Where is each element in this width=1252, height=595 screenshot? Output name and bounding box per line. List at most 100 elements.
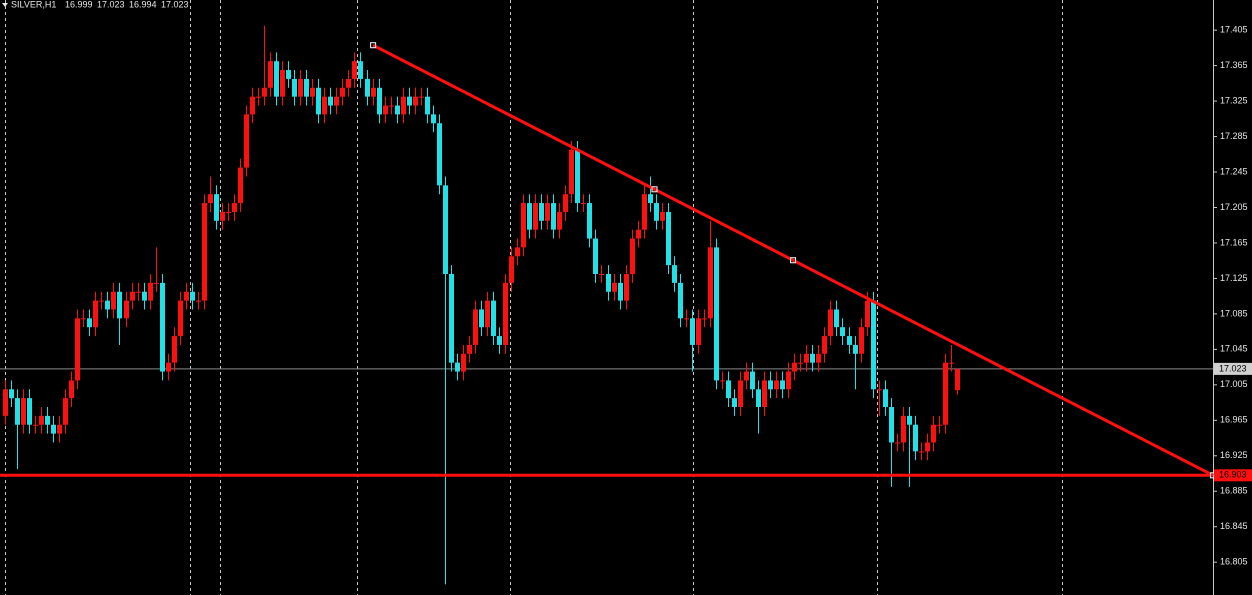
candle-body <box>45 415 50 425</box>
candle-body <box>431 114 436 124</box>
candle-body <box>286 70 291 79</box>
candle-body <box>949 362 954 364</box>
candle-body <box>943 362 948 425</box>
candle-body <box>395 105 400 115</box>
candle-body <box>63 398 68 425</box>
candle-body <box>75 318 80 381</box>
y-tick-label: 16.925 <box>1220 450 1248 460</box>
header-open: 16.999 <box>65 0 93 9</box>
header-high: 17.023 <box>97 0 125 9</box>
candle-body <box>178 300 183 337</box>
y-tick-label: 17.245 <box>1220 166 1248 176</box>
candle-body <box>238 167 243 204</box>
candle-body <box>491 300 496 337</box>
candle-body <box>738 380 743 408</box>
candle-body <box>467 344 472 354</box>
candle-body <box>545 203 550 221</box>
trendline <box>372 43 1214 477</box>
candle-body <box>919 451 924 453</box>
candle-body <box>937 424 942 426</box>
candle-body <box>220 211 225 221</box>
bid-label-box <box>1214 362 1252 375</box>
candle-body <box>593 238 598 275</box>
y-tick-label: 16.965 <box>1220 415 1248 425</box>
candle-body <box>196 300 201 302</box>
candle-body <box>732 398 737 408</box>
candle-body <box>889 407 894 443</box>
hline-label: 16.903 <box>1219 470 1247 480</box>
candle-body <box>479 309 484 328</box>
candle-body <box>708 247 713 319</box>
candle-body <box>93 300 98 328</box>
candle-body <box>292 78 297 97</box>
candle-body <box>726 380 731 399</box>
candle-body <box>346 78 351 88</box>
candle-body <box>834 309 839 328</box>
candle-body <box>57 424 62 434</box>
candle-body <box>340 87 345 97</box>
y-tick-label: 16.845 <box>1220 521 1248 531</box>
candle-body <box>419 96 424 98</box>
candle-body <box>774 380 779 390</box>
candle-body <box>618 282 623 301</box>
candle-body <box>636 229 641 239</box>
candle-body <box>449 274 454 363</box>
candle-body <box>15 398 20 425</box>
candle-body <box>828 309 833 337</box>
candle-body <box>3 389 8 416</box>
candle-body <box>214 194 219 221</box>
trendline-handle <box>651 186 658 193</box>
candle-body <box>334 96 339 106</box>
candle-body <box>642 194 647 230</box>
trendline-handle <box>790 257 797 264</box>
candle-body <box>714 247 719 381</box>
candle-body <box>316 87 321 115</box>
candle-body <box>111 291 116 310</box>
candle-body <box>383 105 388 115</box>
candle-body <box>99 300 104 302</box>
y-tick-label: 17.365 <box>1220 60 1248 70</box>
candle-body <box>124 300 129 319</box>
candle-body <box>780 380 785 390</box>
candle-body <box>226 211 231 213</box>
candle-body <box>648 194 653 204</box>
bid-label: 17.023 <box>1219 363 1247 373</box>
candle-body <box>172 336 177 363</box>
candle-body <box>413 96 418 106</box>
candle-body <box>51 424 56 434</box>
candle-body <box>756 389 761 408</box>
candle-body <box>515 247 520 257</box>
y-tick-label: 17.405 <box>1220 25 1248 35</box>
candle-body <box>105 300 110 310</box>
candle-body <box>599 274 604 276</box>
candle-body <box>847 336 852 345</box>
y-tick-label: 17.125 <box>1220 273 1248 283</box>
candle-body <box>274 61 279 97</box>
candle-body <box>425 96 430 115</box>
y-tick-label: 17.005 <box>1220 379 1248 389</box>
candle-body <box>527 203 532 230</box>
candle-body <box>87 318 92 328</box>
candle-body <box>804 353 809 363</box>
candle-body <box>551 203 556 230</box>
candle-body <box>762 380 767 408</box>
candle-body <box>208 194 213 204</box>
candle-body <box>280 70 285 97</box>
y-tick-label: 16.805 <box>1220 557 1248 567</box>
candle-body <box>250 96 255 115</box>
candle-body <box>322 96 327 115</box>
candle-body <box>684 318 689 320</box>
candle-body <box>786 371 791 390</box>
candle-body <box>557 211 562 230</box>
candle-body <box>160 282 165 372</box>
y-tick-label: 17.165 <box>1220 237 1248 247</box>
symbol: SILVER,H1 <box>11 0 56 9</box>
candle-body <box>268 61 273 88</box>
candle-body <box>81 318 86 320</box>
candle-body <box>612 282 617 292</box>
candle-body <box>792 362 797 372</box>
header-icon <box>2 3 8 7</box>
y-tick-label: 16.885 <box>1220 486 1248 496</box>
candle-body <box>310 87 315 97</box>
